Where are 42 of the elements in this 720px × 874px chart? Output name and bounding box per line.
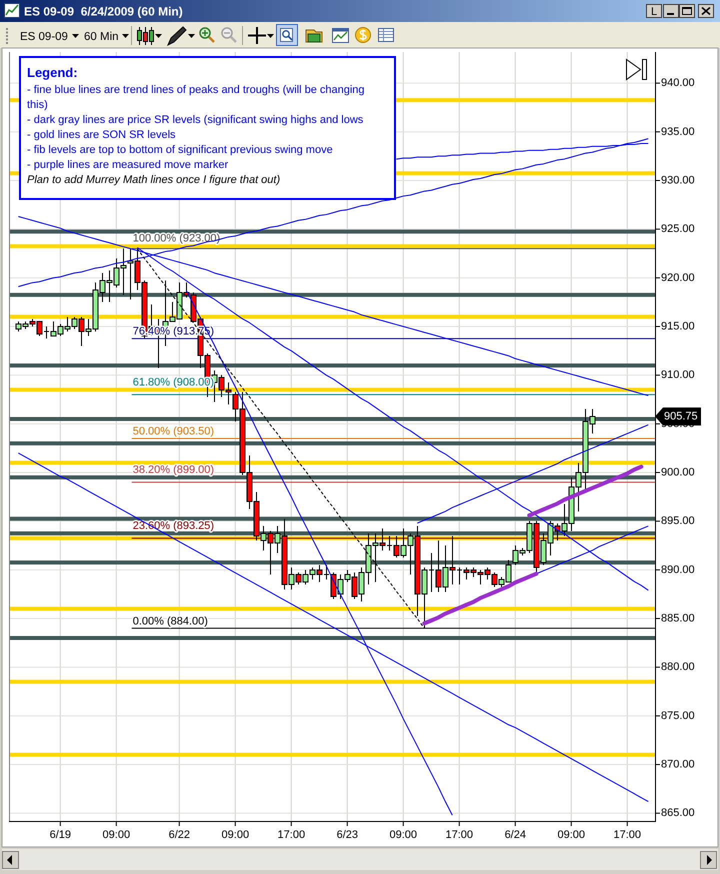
ref-line-label: 0.00% (884.00) <box>132 615 208 628</box>
chart-title: ES 09-09 6/24/2009 (60 Min) <box>24 4 183 18</box>
x-tick-label: 17:00 <box>278 829 306 841</box>
y-tick-label: 920.00 <box>661 272 695 284</box>
y-tick-label: 925.00 <box>661 223 695 236</box>
y-tick-label: 915.00 <box>661 320 695 333</box>
annotation: - gold lines are SON SR levels <box>27 129 176 141</box>
text: ES 09-09 <box>20 31 68 43</box>
ref-line-label: 38.20% (899.00) <box>132 464 214 476</box>
y-tick-label: 900.00 <box>661 466 695 479</box>
x-tick-label: 09:00 <box>558 829 586 841</box>
y-tick-label: 880.00 <box>661 661 695 674</box>
x-tick-label: 17:00 <box>446 829 474 841</box>
y-tick-label: 875.00 <box>661 710 695 722</box>
x-tick-label: 09:00 <box>102 829 130 841</box>
x-tick-label: 6/19 <box>50 829 72 841</box>
y-tick-label: 940.00 <box>661 77 695 90</box>
annotation: - fine blue lines are trend lines of peaks and troughs (will be changing this) <box>27 84 365 111</box>
y-tick-label: 910.00 <box>661 369 695 382</box>
ref-line-label: 50.00% (903.50) <box>132 425 214 438</box>
annotation: - purple lines are measured move marker <box>27 159 228 171</box>
y-tick-label: 865.00 <box>661 807 695 820</box>
text: 905.75 <box>664 410 698 423</box>
x-tick-label: 6/23 <box>336 829 358 841</box>
y-tick-label: 895.00 <box>661 515 695 528</box>
annotation: - fib levels are top to bottom of significant previous swing move <box>27 144 333 156</box>
x-tick-label: 09:00 <box>390 829 418 841</box>
x-tick-label: 6/24 <box>504 829 526 841</box>
y-tick-label: 890.00 <box>661 564 695 576</box>
y-tick-label: 885.00 <box>661 612 695 625</box>
annotation: Plan to add Murrey Math lines once I figure that out) <box>27 174 280 186</box>
text: 60 Min <box>84 31 119 43</box>
y-tick-label: 930.00 <box>661 174 695 186</box>
ref-line-label: 100.00% (923.00) <box>132 232 220 245</box>
annotation: - dark gray lines are price SR levels (significant swing highs and lows <box>27 114 364 126</box>
text: L <box>650 6 658 18</box>
annotation: Legend: <box>27 65 78 80</box>
y-tick-label: 935.00 <box>661 126 695 138</box>
x-tick-label: 17:00 <box>614 829 642 841</box>
y-tick-label: 870.00 <box>661 758 695 771</box>
x-tick-label: 09:00 <box>222 829 250 841</box>
x-tick-label: 6/22 <box>168 829 190 841</box>
